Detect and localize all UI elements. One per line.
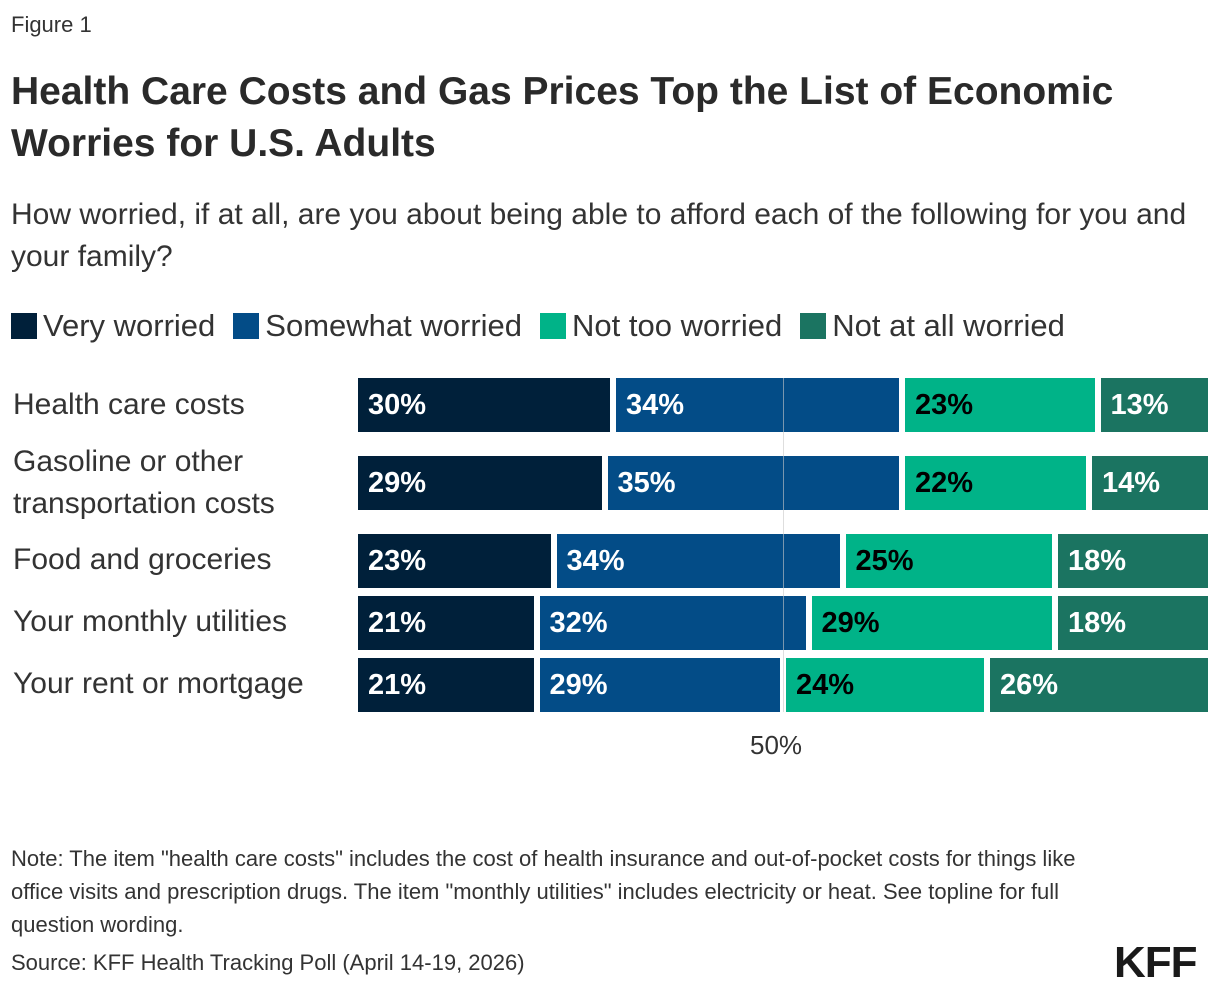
- legend-item: Not at all worried: [800, 308, 1065, 344]
- legend-label: Very worried: [43, 308, 216, 343]
- category-label: Food and groceries: [13, 543, 272, 576]
- legend: Very worried Somewhat worried Not too worr…: [11, 308, 1083, 344]
- bar-segment: 18%: [1058, 596, 1208, 650]
- legend-swatch: [540, 313, 567, 339]
- reference-line-50: [783, 378, 784, 712]
- legend-swatch: [11, 313, 37, 339]
- legend-item: Very worried: [11, 308, 215, 344]
- chart-subtitle: How worried, if at all, are you about be…: [11, 198, 1187, 273]
- bar-segment: 32%: [539, 596, 806, 650]
- legend-swatch: [800, 313, 827, 339]
- bar-segment: 25%: [845, 534, 1052, 588]
- category-label: Your monthly utilities: [13, 605, 288, 638]
- bar-segment: 34%: [616, 378, 899, 432]
- bar-segment: 30%: [358, 378, 610, 432]
- source: Source: KFF Health Tracking Poll (April …: [11, 950, 525, 975]
- legend-label: Not at all worried: [832, 308, 1065, 343]
- legend-label: Not too worried: [572, 308, 783, 343]
- bar-segment: 26%: [990, 658, 1208, 712]
- bar-segment: 29%: [358, 456, 602, 510]
- bar-segment: 21%: [358, 658, 534, 712]
- bar-segment: 18%: [1058, 534, 1208, 588]
- legend-swatch: [233, 313, 260, 339]
- kff-logo: KFF: [1114, 938, 1198, 987]
- bar-segment: 23%: [358, 534, 551, 588]
- category-label: Your rent or mortgage: [13, 667, 304, 700]
- bar-segment: 22%: [905, 456, 1086, 510]
- legend-item: Not too worried: [540, 308, 782, 344]
- category-label: Health care costs: [13, 388, 245, 421]
- bar-segment: 13%: [1100, 378, 1208, 432]
- bar-segment: 14%: [1092, 456, 1208, 510]
- x-tick-label: 50%: [750, 730, 803, 760]
- bar-segment: 29%: [811, 596, 1052, 650]
- bar-segment: 24%: [786, 658, 984, 712]
- bar-segment: 23%: [905, 378, 1095, 432]
- figure-label: Figure 1: [11, 12, 92, 37]
- legend-label: Somewhat worried: [265, 308, 523, 343]
- bar-segment: 21%: [358, 596, 534, 650]
- legend-item: Somewhat worried: [233, 308, 522, 344]
- category-label: Gasoline or other transportation costs: [13, 445, 275, 520]
- bar-segment: 29%: [539, 658, 780, 712]
- bar-segment: 35%: [607, 456, 899, 510]
- chart-title: Health Care Costs and Gas Prices Top the…: [11, 70, 1114, 165]
- note: Note: The item "health care costs" inclu…: [11, 846, 1076, 937]
- bar-segment: 34%: [556, 534, 840, 588]
